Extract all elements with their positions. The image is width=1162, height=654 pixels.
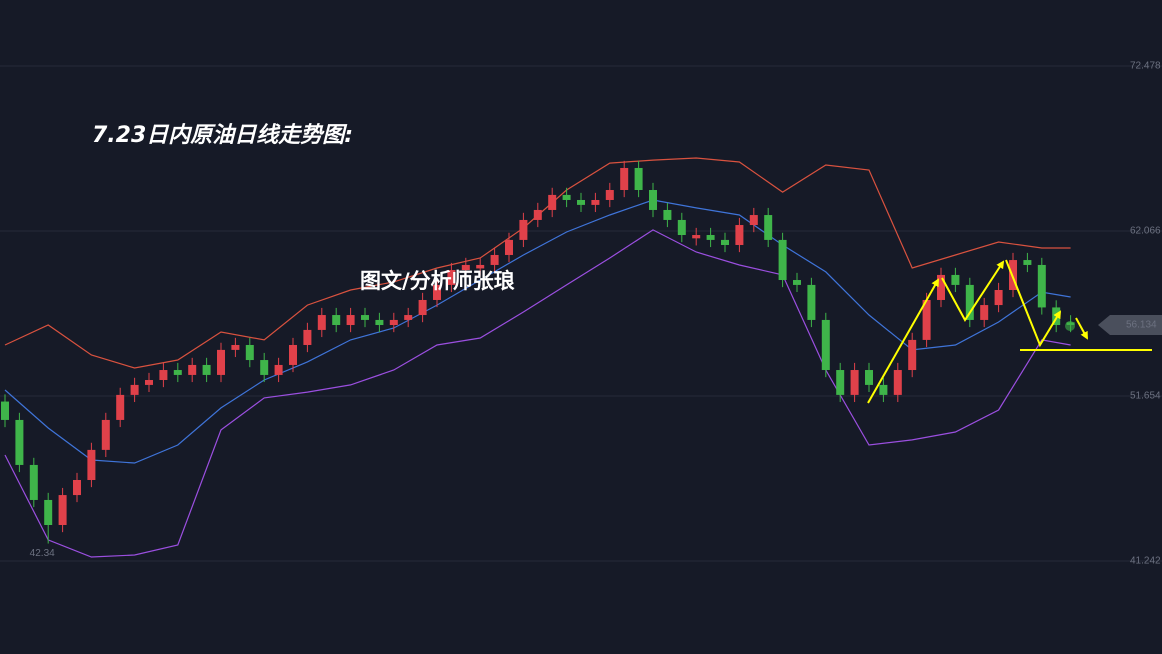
candle-body: [418, 299, 427, 316]
y-tick-label: 51.654: [1130, 391, 1161, 402]
candle-body: [821, 319, 830, 371]
candle-body: [692, 235, 701, 239]
candle-body: [173, 370, 182, 375]
candle-body: [519, 219, 528, 240]
chart-subtitle: 图文/分析师张琅: [360, 269, 515, 293]
candle-body: [951, 274, 960, 285]
candle-body: [677, 219, 686, 236]
candle-body: [1023, 260, 1032, 265]
candle-body: [303, 329, 312, 345]
candle-body: [361, 315, 369, 320]
candle-body: [937, 274, 945, 300]
candle-body: [101, 419, 110, 450]
candle-body: [591, 199, 600, 205]
candle-body: [908, 339, 917, 371]
candle-body: [145, 380, 153, 385]
candle-body: [778, 239, 787, 281]
band-line: [4, 199, 1071, 464]
candle-body: [245, 344, 254, 361]
candle-body: [433, 284, 441, 300]
candle-body: [289, 344, 297, 365]
candle-body: [274, 364, 283, 375]
candle-body: [922, 299, 931, 340]
candle-body: [116, 394, 125, 420]
candle-body: [793, 280, 801, 285]
arrow: [941, 260, 1005, 322]
price-tag: [1098, 314, 1162, 335]
candle-body: [735, 225, 744, 245]
arrow: [1005, 259, 1062, 348]
candle-body: [389, 319, 398, 326]
candle-body: [865, 370, 873, 385]
candle-body: [87, 449, 96, 481]
arrow: [1075, 317, 1088, 340]
candle-body: [605, 190, 614, 200]
candle-body: [749, 215, 758, 226]
candle-body: [965, 284, 974, 320]
candle-body: [317, 315, 326, 330]
candle-body: [836, 370, 845, 395]
y-tick-label: 41.242: [1130, 556, 1161, 567]
candle-body: [375, 319, 384, 326]
candle-body: [649, 190, 657, 210]
candle-body: [231, 344, 240, 350]
candle-body: [548, 194, 557, 210]
candle-body: [663, 209, 672, 220]
y-tick-label: 62.066: [1130, 226, 1161, 237]
candle-body: [404, 315, 413, 320]
candle-body: [476, 264, 485, 269]
candle-body: [130, 384, 139, 395]
candle-body: [577, 199, 585, 205]
candle-body: [980, 305, 989, 320]
band-line: [4, 157, 1071, 369]
candles: [1, 160, 1075, 544]
candle-body: [58, 495, 67, 526]
candle-body: [346, 315, 355, 326]
candle-body: [217, 349, 225, 375]
candle-body: [807, 284, 816, 320]
candle-body: [202, 364, 211, 375]
candle-body: [706, 235, 715, 240]
candle-body: [1, 401, 9, 420]
candle-body: [994, 289, 1003, 306]
candle-body: [879, 384, 888, 395]
candle-body: [634, 167, 643, 191]
candle-body: [29, 464, 38, 500]
candle-body: [73, 480, 81, 496]
grid: [0, 65, 1162, 562]
candle-body: [764, 215, 773, 240]
candle-body: [505, 239, 513, 255]
low-label: 42.34: [30, 548, 55, 559]
candle-body: [461, 264, 470, 271]
candle-body: [893, 370, 902, 395]
y-tick-label: 72.478: [1130, 61, 1161, 72]
candle-body: [1037, 264, 1046, 308]
candle-body: [620, 167, 629, 191]
candle-body: [332, 315, 341, 326]
chart-title: 7.23日内原油日线走势图:: [92, 123, 353, 148]
arrow: [867, 278, 939, 404]
candle-body: [447, 270, 456, 285]
candle-body: [188, 364, 197, 375]
labels: 72.478 62.066 51.654 41.242 42.34 56.134: [30, 61, 1162, 567]
candle-body: [15, 419, 24, 465]
candle-body: [44, 499, 53, 526]
candle-body: [533, 209, 542, 220]
candle-body: [159, 370, 168, 381]
band-line: [4, 229, 1071, 558]
candle-body: [260, 360, 269, 375]
price-tag-label: 56.134: [1126, 320, 1157, 331]
candle-body: [850, 370, 859, 395]
candle-body: [490, 254, 499, 265]
candle-body: [721, 239, 729, 245]
candle-body: [562, 194, 571, 200]
bands: [4, 157, 1071, 558]
annotation-arrows: [867, 259, 1152, 404]
current-dot: [1065, 321, 1075, 331]
